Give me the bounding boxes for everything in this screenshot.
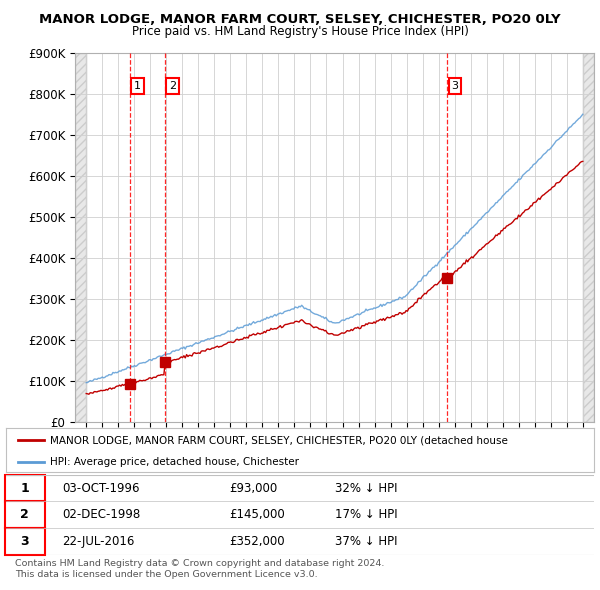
Bar [583,53,594,422]
FancyBboxPatch shape [5,528,45,555]
Bar [583,53,594,422]
Text: £93,000: £93,000 [229,481,278,494]
Text: MANOR LODGE, MANOR FARM COURT, SELSEY, CHICHESTER, PO20 0LY (detached house: MANOR LODGE, MANOR FARM COURT, SELSEY, C… [50,435,508,445]
Text: 03-OCT-1996: 03-OCT-1996 [62,481,139,494]
FancyBboxPatch shape [5,502,45,528]
Text: HPI: Average price, detached house, Chichester: HPI: Average price, detached house, Chic… [50,457,299,467]
Text: £145,000: £145,000 [229,508,285,522]
Text: Contains HM Land Registry data © Crown copyright and database right 2024.: Contains HM Land Registry data © Crown c… [15,559,385,568]
Text: This data is licensed under the Open Government Licence v3.0.: This data is licensed under the Open Gov… [15,570,317,579]
Text: £352,000: £352,000 [229,535,285,548]
Text: MANOR LODGE, MANOR FARM COURT, SELSEY, CHICHESTER, PO20 0LY: MANOR LODGE, MANOR FARM COURT, SELSEY, C… [39,13,561,26]
FancyBboxPatch shape [5,474,45,502]
Text: 3: 3 [451,81,458,91]
Text: 3: 3 [20,535,29,548]
Text: 1: 1 [20,481,29,494]
Text: 02-DEC-1998: 02-DEC-1998 [62,508,140,522]
Text: 2: 2 [169,81,176,91]
Bar [75,53,86,422]
Text: 2: 2 [20,508,29,522]
Text: 22-JUL-2016: 22-JUL-2016 [62,535,134,548]
Text: 1: 1 [134,81,141,91]
Text: Price paid vs. HM Land Registry's House Price Index (HPI): Price paid vs. HM Land Registry's House … [131,25,469,38]
Text: 37% ↓ HPI: 37% ↓ HPI [335,535,398,548]
Bar [75,53,86,422]
Text: 17% ↓ HPI: 17% ↓ HPI [335,508,398,522]
Text: 32% ↓ HPI: 32% ↓ HPI [335,481,398,494]
